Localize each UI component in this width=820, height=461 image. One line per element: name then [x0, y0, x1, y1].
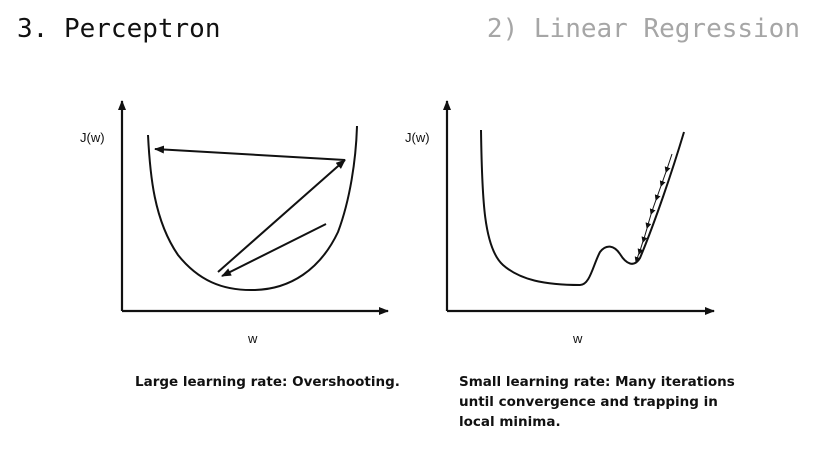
left-caption: Large learning rate: Overshooting. [135, 372, 425, 392]
left-cost-curve [147, 125, 358, 292]
step-arrow-3 [154, 145, 346, 161]
step-arrow-2 [217, 159, 346, 273]
right-cost-curve [480, 129, 685, 287]
left-caption-text: Large learning rate: Overshooting. [135, 374, 400, 390]
right-caption-line: until convergence and trapping in [459, 394, 718, 410]
section-title: 2) Linear Regression [486, 14, 800, 44]
step-arrow-1 [221, 223, 327, 277]
left-y-axis-label: J(w) [80, 130, 105, 145]
small-step-arrows [634, 153, 673, 263]
right-caption-line: local minima. [459, 414, 561, 430]
right-y-axis-label: J(w) [405, 130, 430, 145]
left-x-axis-label: w [247, 331, 258, 346]
small-step-arrow [634, 249, 641, 263]
left-plot: J(w) w [80, 100, 389, 346]
page-title: 3. Perceptron [17, 14, 221, 44]
right-caption: Small learning rate: Many iterations unt… [459, 372, 759, 432]
right-caption-line: Small learning rate: Many iterations [459, 374, 735, 390]
right-x-axis-label: w [572, 331, 583, 346]
right-plot: J(w) w [405, 100, 715, 346]
